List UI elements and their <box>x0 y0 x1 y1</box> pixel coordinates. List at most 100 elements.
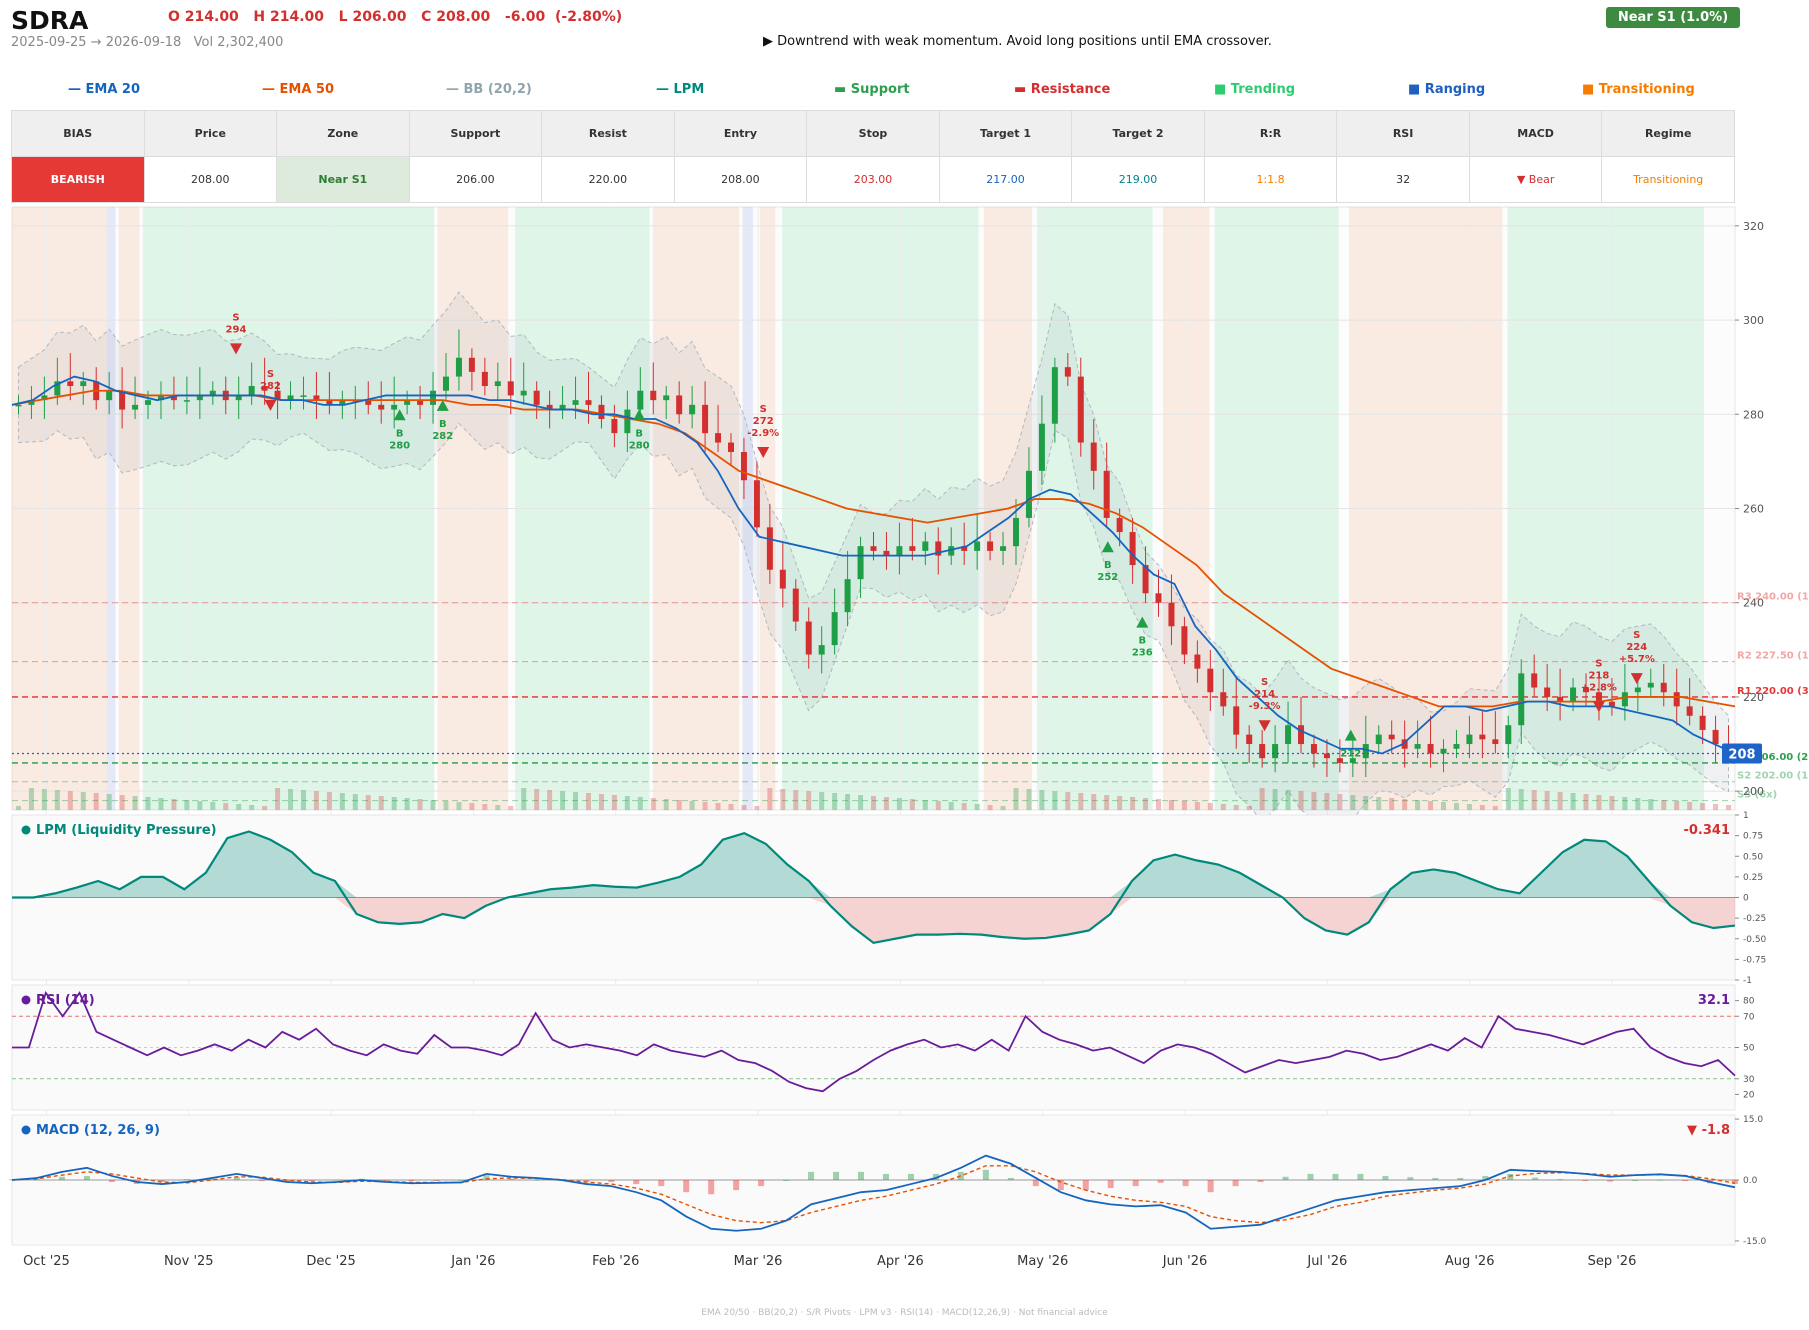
sr-level-label: R3 240.00 (15x) <box>1737 592 1809 603</box>
candle-body <box>196 395 203 401</box>
macd-histogram-bar <box>183 1179 190 1181</box>
volume-bar <box>132 796 138 810</box>
macd-histogram-bar <box>608 1180 615 1183</box>
candle-body <box>1583 687 1590 693</box>
regime-value: Transitioning <box>1601 156 1735 203</box>
legend-resistance: ▬ Resistance <box>1014 82 1111 97</box>
th-target2: Target 2 <box>1071 110 1205 157</box>
candle-body <box>41 395 48 401</box>
rsi-panel-tick-label: 80 <box>1743 997 1755 1007</box>
candle-body <box>727 442 734 452</box>
candle-body <box>689 404 696 415</box>
signal-label: 280 <box>629 440 650 451</box>
candle-body <box>1051 367 1058 424</box>
candle-body <box>170 395 177 401</box>
ema20-line <box>11 375 1736 755</box>
candle-body <box>261 386 268 391</box>
candle-body <box>546 404 553 410</box>
candle-body <box>818 645 825 655</box>
price-tick-label: 300 <box>1743 314 1764 327</box>
macd-histogram-bar <box>458 1180 465 1181</box>
macd-histogram-bar <box>882 1173 889 1180</box>
candle-body <box>779 569 786 589</box>
lpm-panel-title: LPM (Liquidity Pressure) <box>36 823 217 838</box>
volume-bar <box>15 806 21 810</box>
candle-body <box>987 541 994 551</box>
macd-histogram-bar <box>833 1171 840 1180</box>
candle-body <box>961 546 968 551</box>
price-tick-label: 280 <box>1743 408 1764 421</box>
volume-bar <box>391 797 397 810</box>
x-tick-label: Sep '26 <box>1588 1254 1637 1269</box>
candle-body <box>1038 423 1045 471</box>
signal-label: S <box>1595 658 1602 669</box>
macd-histogram-bar <box>408 1180 415 1181</box>
macd-histogram-bar <box>932 1173 939 1180</box>
candle-body <box>157 395 164 401</box>
volume-bar <box>300 790 306 810</box>
volume-bar <box>702 802 708 810</box>
lpm-panel-tick-label: 0.50 <box>1743 852 1763 862</box>
volume-bar <box>676 800 682 810</box>
volume-bar <box>624 796 630 810</box>
volume-bar <box>1207 803 1213 810</box>
signal-label: S <box>1633 630 1640 641</box>
volume-bar <box>637 797 643 810</box>
macd-histogram-bar <box>158 1180 165 1183</box>
th-entry: Entry <box>673 110 808 157</box>
volume-bar <box>119 795 125 810</box>
volume-bar <box>1298 791 1304 810</box>
candle-body <box>274 390 281 401</box>
legend-ranging: ■ Ranging <box>1408 82 1486 97</box>
macd-histogram-bar <box>1332 1173 1339 1180</box>
candle-body <box>430 390 437 405</box>
volume-bar <box>793 790 799 810</box>
volume-bar <box>1557 792 1563 810</box>
candle-body <box>766 527 773 570</box>
volume-bar <box>1674 801 1680 810</box>
last-price-tag <box>1722 743 1762 764</box>
macd-histogram-bar <box>633 1180 640 1185</box>
volume-bar <box>158 798 164 810</box>
macd-histogram-bar <box>783 1180 790 1181</box>
macd-histogram-bar <box>1057 1180 1064 1191</box>
th-target1: Target 1 <box>938 110 1073 157</box>
volume-bar <box>650 798 656 810</box>
volume-bar <box>806 791 812 810</box>
volume-bar <box>469 803 475 810</box>
volume-bar <box>275 788 281 810</box>
macd-histogram-bar <box>508 1178 515 1180</box>
rsi-panel-dot <box>21 995 31 1005</box>
volume-bar <box>1285 790 1291 810</box>
macd-signal-line <box>11 1165 1736 1224</box>
volume-bar <box>288 789 294 810</box>
table-value-row: BEARISH 208.00 Near S1 206.00 220.00 208… <box>11 156 1735 203</box>
macd-histogram-bar <box>583 1180 590 1183</box>
x-tick-label: May '26 <box>1017 1254 1068 1269</box>
candle-body <box>520 390 527 396</box>
macd-histogram-bar <box>1682 1180 1689 1181</box>
volume-bar <box>417 799 423 810</box>
candle-body <box>611 418 618 434</box>
rr-value: 1:1.8 <box>1203 156 1338 203</box>
th-rr: R:R <box>1203 110 1338 157</box>
macd-histogram-bar <box>58 1176 65 1180</box>
signal-label: B <box>1138 636 1146 647</box>
lpm-positive-area <box>12 831 1735 898</box>
volume-bar <box>547 790 553 810</box>
volume-bar <box>1156 799 1162 810</box>
candle-body <box>1142 565 1149 594</box>
signal-label: 280 <box>389 440 410 451</box>
resist-value: 220.00 <box>541 156 675 203</box>
candle-body <box>1427 744 1434 754</box>
volume-bar <box>754 806 760 810</box>
macd-histogram-bar <box>1032 1180 1039 1187</box>
ohlc-readout: O 214.00 H 214.00 L 206.00 C 208.00 -6.0… <box>168 9 623 25</box>
lpm-panel-tick-label: -0.50 <box>1743 935 1767 945</box>
macd-histogram-bar <box>1282 1176 1289 1180</box>
stop-value: 203.00 <box>806 156 940 203</box>
volume-bar <box>1596 795 1602 810</box>
target1-value: 217.00 <box>938 156 1073 203</box>
candle-body <box>740 451 747 481</box>
sr-level-label: S3 (6x) <box>1737 790 1777 801</box>
